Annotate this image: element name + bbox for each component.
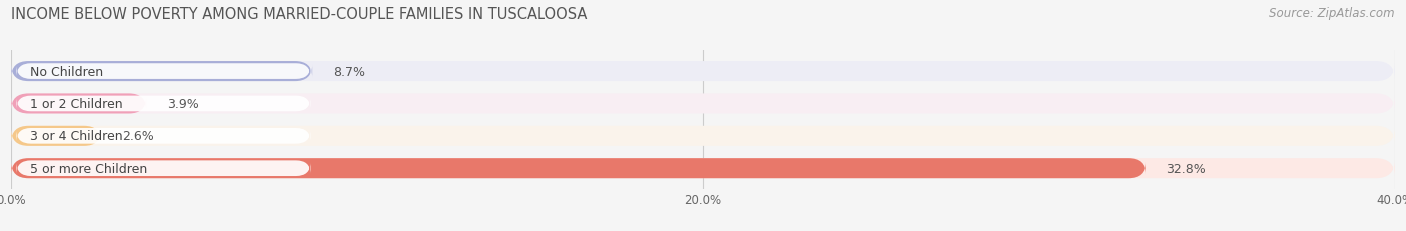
FancyBboxPatch shape [17,161,311,176]
FancyBboxPatch shape [11,94,146,114]
FancyBboxPatch shape [11,158,1395,179]
FancyBboxPatch shape [11,62,1395,82]
FancyBboxPatch shape [11,62,312,82]
Text: No Children: No Children [31,65,104,78]
Text: 2.6%: 2.6% [122,130,153,143]
FancyBboxPatch shape [11,94,1395,114]
Text: 5 or more Children: 5 or more Children [31,162,148,175]
FancyBboxPatch shape [17,64,311,79]
FancyBboxPatch shape [11,126,1395,146]
Text: INCOME BELOW POVERTY AMONG MARRIED-COUPLE FAMILIES IN TUSCALOOSA: INCOME BELOW POVERTY AMONG MARRIED-COUPL… [11,7,588,22]
Text: 1 or 2 Children: 1 or 2 Children [31,97,122,110]
Text: 3.9%: 3.9% [167,97,198,110]
FancyBboxPatch shape [17,128,311,144]
Text: 8.7%: 8.7% [333,65,366,78]
Text: 32.8%: 32.8% [1167,162,1206,175]
FancyBboxPatch shape [11,126,101,146]
Text: 3 or 4 Children: 3 or 4 Children [31,130,122,143]
FancyBboxPatch shape [11,158,1146,179]
Text: Source: ZipAtlas.com: Source: ZipAtlas.com [1270,7,1395,20]
FancyBboxPatch shape [17,96,311,112]
